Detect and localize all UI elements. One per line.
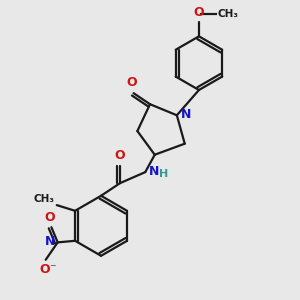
Text: O: O — [115, 149, 125, 162]
Text: H: H — [158, 169, 168, 179]
Text: N: N — [45, 235, 55, 248]
Text: O: O — [39, 263, 50, 276]
Text: CH₃: CH₃ — [217, 9, 238, 19]
Text: O: O — [45, 211, 56, 224]
Text: O: O — [194, 6, 204, 19]
Text: N: N — [181, 108, 191, 121]
Text: ⁻: ⁻ — [49, 262, 56, 275]
Text: N: N — [149, 165, 159, 178]
Text: CH₃: CH₃ — [34, 194, 55, 204]
Text: O: O — [127, 76, 137, 89]
